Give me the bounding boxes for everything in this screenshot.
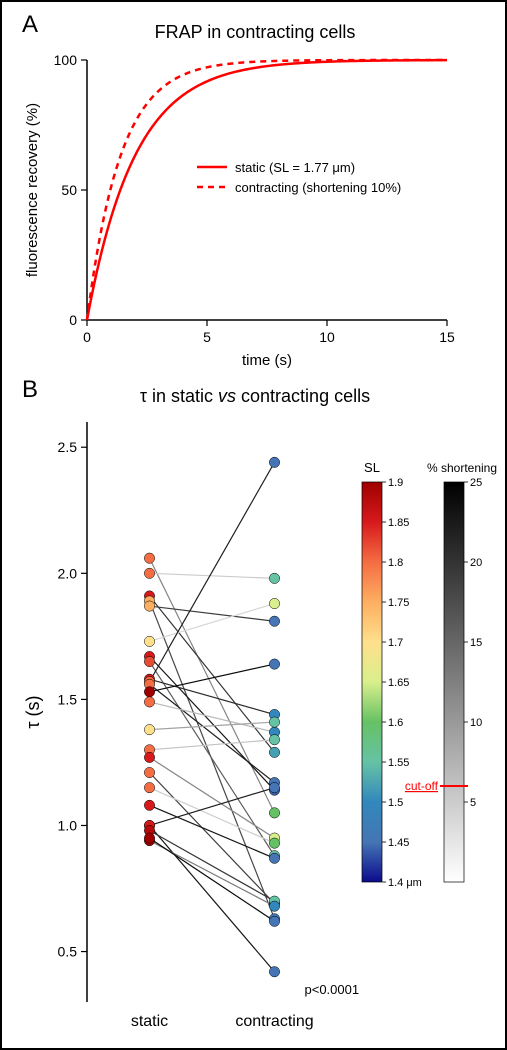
panel-b-point-static	[144, 697, 154, 707]
colorbar-sl-tick: 1.85	[388, 517, 409, 529]
panel-b-pvalue: p<0.0001	[305, 982, 360, 997]
panel-b-point-contracting	[269, 747, 279, 757]
colorbar-short-tick: 20	[470, 557, 482, 569]
colorbar-short-title: % shortening	[427, 461, 497, 475]
panel-b-title: τ in static vs contracting cells	[140, 386, 370, 406]
panel-a-ylabel: fluorescence recovery (%)	[24, 103, 41, 277]
colorbar-short-tick: 15	[470, 637, 482, 649]
panel-b-pair-line	[150, 664, 275, 692]
panel-a-xtick: 15	[439, 329, 455, 345]
colorbar-sl-tick: 1.5	[388, 797, 403, 809]
panel-b-lines	[150, 462, 275, 971]
colorbar-short-tick: 10	[470, 717, 482, 729]
panel-b-ytick: 2.5	[58, 439, 78, 455]
panel-b-point-contracting	[269, 573, 279, 583]
colorbar-sl-tick: 1.7	[388, 637, 403, 649]
panel-b-point-static	[144, 800, 154, 810]
panel-b-pair-line	[150, 788, 275, 826]
panel-b-point-contracting	[269, 838, 279, 848]
panel-b-point-contracting	[269, 659, 279, 669]
panel-b-pair-line	[150, 825, 275, 971]
panel-a-title: FRAP in contracting cells	[155, 22, 356, 42]
panel-b-ytick: 0.5	[58, 944, 78, 960]
panel-b-point-contracting	[269, 808, 279, 818]
panel-b-point-contracting	[269, 967, 279, 977]
panel-b-point-static	[144, 833, 154, 843]
panel-b-point-static	[144, 767, 154, 777]
panel-b-ytick: 1.5	[58, 691, 78, 707]
panel-b-ytick: 2.0	[58, 565, 78, 581]
panel-b-point-static	[144, 782, 154, 792]
figure-container: A FRAP in contracting cells 0 50 100 0 5 10 15 ti…	[0, 0, 507, 1050]
panel-b-category: contracting	[235, 1013, 313, 1030]
colorbar-sl-title: SL	[364, 460, 380, 475]
panel-b-point-static	[144, 636, 154, 646]
panel-b-point-contracting	[269, 901, 279, 911]
colorbar-short-tick: 5	[470, 797, 476, 809]
colorbar-sl-tick: 1.4 μm	[388, 877, 422, 889]
panel-b-point-static	[144, 724, 154, 734]
panel-b-point-contracting	[269, 782, 279, 792]
panel-b-point-contracting	[269, 735, 279, 745]
panel-a-legend-static: static (SL = 1.77 μm)	[235, 160, 355, 175]
panel-a-xtick: 0	[83, 329, 91, 345]
panel-b-pair-line	[150, 558, 275, 813]
colorbar-sl-tick: 1.55	[388, 757, 409, 769]
panel-b-point-static	[144, 553, 154, 563]
panel-b-pair-line	[150, 740, 275, 750]
colorbar-sl	[362, 482, 382, 882]
panel-b-label: B	[22, 376, 38, 403]
panel-a-xlabel: time (s)	[242, 352, 292, 369]
panel-b-point-contracting	[269, 457, 279, 467]
panel-b-point-static	[144, 601, 154, 611]
panel-b-point-static	[144, 568, 154, 578]
panel-a-legend-contracting: contracting (shortening 10%)	[235, 180, 401, 195]
panel-b-pair-line	[150, 702, 275, 732]
panel-b-ylabel: τ (s)	[23, 695, 43, 728]
panel-b-pair-line	[150, 684, 275, 782]
colorbar-sl-tick: 1.8	[388, 557, 403, 569]
panel-b-point-static	[144, 752, 154, 762]
panel-a-ytick: 0	[69, 312, 77, 328]
panel-b-pair-line	[150, 788, 275, 843]
panel-b-point-contracting	[269, 598, 279, 608]
panel-b-point-contracting	[269, 616, 279, 626]
colorbar-sl-tick: 1.75	[388, 597, 409, 609]
colorbar-sl-tick: 1.65	[388, 677, 409, 689]
panel-b-point-contracting	[269, 916, 279, 926]
panel-b-point-contracting	[269, 853, 279, 863]
colorbar-short	[444, 482, 464, 882]
panel-a-xtick: 5	[203, 329, 211, 345]
panel-b-point-contracting	[269, 717, 279, 727]
colorbar-short-cutoff-label: cut-off	[405, 779, 439, 793]
colorbar-sl-tick: 1.9	[388, 477, 403, 489]
panel-b-pair-line	[150, 573, 275, 578]
panel-a-ytick: 50	[61, 182, 77, 198]
panel-a-xtick: 10	[319, 329, 335, 345]
panel-b-ytick: 1.0	[58, 817, 78, 833]
panel-a-label: A	[22, 11, 38, 38]
panel-b-pair-line	[150, 831, 275, 902]
figure-svg: A FRAP in contracting cells 0 50 100 0 5 10 15 ti…	[2, 2, 505, 1048]
colorbar-sl-tick: 1.6	[388, 717, 403, 729]
panel-b-pair-line	[150, 462, 275, 681]
panel-b-point-static	[144, 687, 154, 697]
panel-b-point-static	[144, 656, 154, 666]
colorbar-sl-tick: 1.45	[388, 837, 409, 849]
panel-b-pair-line	[150, 773, 275, 904]
panel-b-pair-line	[150, 604, 275, 642]
panel-a-ytick: 100	[54, 52, 78, 68]
panel-b-category: static	[131, 1013, 168, 1030]
colorbar-short-tick: 25	[470, 477, 482, 489]
